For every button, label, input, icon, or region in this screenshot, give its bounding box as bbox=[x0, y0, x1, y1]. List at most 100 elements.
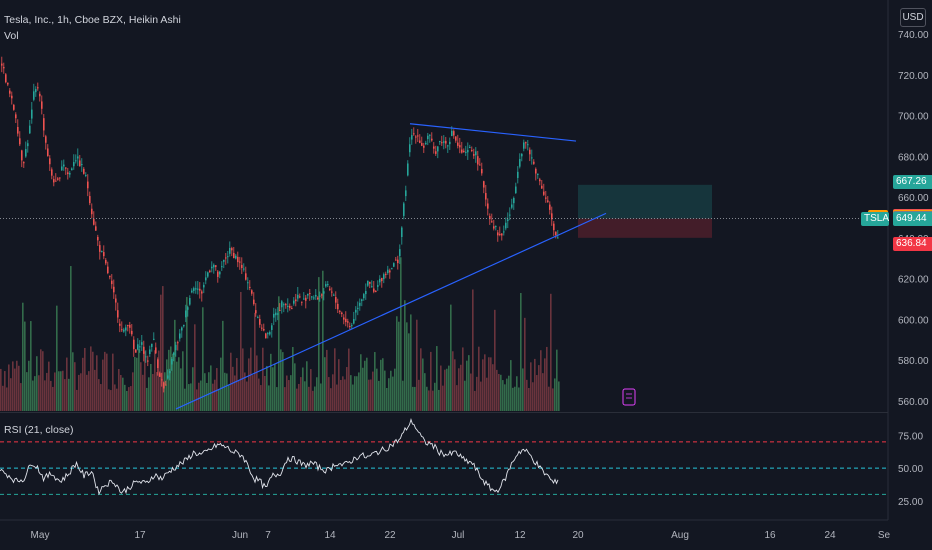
volume-bar bbox=[170, 346, 172, 411]
price-tag-tag-tsla: 649.44 bbox=[893, 211, 932, 226]
volume-bar bbox=[54, 372, 56, 411]
candle-body bbox=[435, 151, 437, 154]
candle-body bbox=[35, 89, 37, 93]
candle-body bbox=[433, 146, 435, 149]
volume-bar bbox=[434, 382, 436, 411]
candle-body bbox=[549, 204, 551, 210]
x-tick-label: Jul bbox=[452, 530, 465, 541]
volume-bar bbox=[414, 386, 416, 411]
volume-bar bbox=[166, 359, 168, 411]
volume-bar bbox=[394, 368, 396, 411]
volume-bar bbox=[368, 379, 370, 411]
pane-separator[interactable] bbox=[0, 412, 888, 413]
volume-bar bbox=[262, 347, 264, 411]
volume-bar bbox=[154, 350, 156, 411]
candle-body bbox=[215, 265, 217, 267]
volume-bar bbox=[494, 309, 496, 411]
y-tick-label: 600.00 bbox=[898, 315, 929, 326]
y-tick-label: 560.00 bbox=[898, 397, 929, 408]
volume-bar bbox=[294, 363, 296, 411]
x-tick-label: Se bbox=[878, 530, 891, 541]
candle-body bbox=[135, 349, 137, 353]
candle-body bbox=[263, 329, 265, 331]
candle-body bbox=[337, 303, 339, 310]
candle-body bbox=[139, 346, 141, 348]
volume-bar bbox=[174, 319, 176, 411]
candle-body bbox=[253, 299, 255, 305]
currency-button[interactable]: USD bbox=[900, 8, 926, 27]
volume-bar bbox=[196, 389, 198, 411]
volume-bar bbox=[330, 388, 332, 411]
volume-bar bbox=[454, 359, 456, 411]
volume-bar bbox=[412, 386, 414, 411]
candle-body bbox=[269, 332, 271, 335]
candle-body bbox=[187, 307, 189, 310]
candle-body bbox=[521, 154, 523, 157]
candle-body bbox=[171, 359, 173, 365]
rsi-label: RSI (21, close) bbox=[4, 424, 74, 436]
x-tick-label: 14 bbox=[324, 530, 336, 541]
volume-bar bbox=[382, 358, 384, 411]
volume-bar bbox=[68, 378, 70, 411]
volume-bar bbox=[540, 350, 542, 411]
x-tick-label: Jun bbox=[232, 530, 248, 541]
volume-bar bbox=[302, 367, 304, 411]
volume-bar bbox=[130, 386, 132, 411]
candle-body bbox=[403, 203, 405, 216]
candle-body bbox=[67, 172, 69, 175]
volume-bar bbox=[352, 384, 354, 411]
candle-body bbox=[201, 291, 203, 294]
candle-body bbox=[437, 146, 439, 152]
candle-body bbox=[249, 286, 251, 288]
candle-body bbox=[553, 223, 555, 231]
volume-bar bbox=[426, 386, 428, 411]
volume-bar bbox=[42, 351, 44, 411]
volume-bar bbox=[124, 384, 126, 411]
candle-body bbox=[525, 142, 527, 144]
volume-bar bbox=[458, 368, 460, 411]
volume-bar bbox=[84, 347, 86, 411]
candle-body bbox=[359, 302, 361, 306]
volume-bar bbox=[552, 388, 554, 411]
volume-bar bbox=[258, 378, 260, 411]
volume-bar bbox=[238, 380, 240, 411]
candle-body bbox=[283, 304, 285, 306]
volume-bar bbox=[90, 346, 92, 411]
volume-bar bbox=[446, 368, 448, 411]
volume-bar bbox=[0, 368, 2, 411]
volume-bar bbox=[538, 365, 540, 411]
volume-bar bbox=[214, 379, 216, 411]
candle-body bbox=[395, 259, 397, 261]
candle-body bbox=[417, 135, 419, 137]
volume-bar bbox=[192, 367, 194, 411]
volume-bar bbox=[114, 384, 116, 411]
volume-bar bbox=[228, 385, 230, 411]
candle-body bbox=[159, 373, 161, 377]
volume-bar bbox=[526, 379, 528, 411]
candle-body bbox=[505, 222, 507, 229]
candle-body bbox=[101, 251, 103, 253]
x-tick-label: 12 bbox=[514, 530, 526, 541]
volume-bar bbox=[216, 368, 218, 411]
candle-body bbox=[7, 82, 9, 85]
candle-body bbox=[385, 273, 387, 275]
candle-body bbox=[235, 255, 237, 259]
candle-body bbox=[47, 148, 49, 156]
candle-body bbox=[173, 352, 175, 355]
candle-body bbox=[293, 300, 295, 304]
candle-body bbox=[275, 312, 277, 316]
volume-bar bbox=[158, 350, 160, 411]
candle-body bbox=[475, 151, 477, 156]
volume-bar bbox=[212, 383, 214, 411]
volume-bar bbox=[490, 357, 492, 411]
candle-body bbox=[89, 196, 91, 204]
volume-bar bbox=[444, 369, 446, 411]
volume-bar bbox=[156, 372, 158, 411]
volume-bar bbox=[94, 369, 96, 411]
volume-bar bbox=[188, 384, 190, 411]
volume-bar bbox=[226, 373, 228, 411]
volume-bar bbox=[282, 352, 284, 411]
volume-bar bbox=[366, 357, 368, 411]
trendline bbox=[175, 212, 607, 410]
